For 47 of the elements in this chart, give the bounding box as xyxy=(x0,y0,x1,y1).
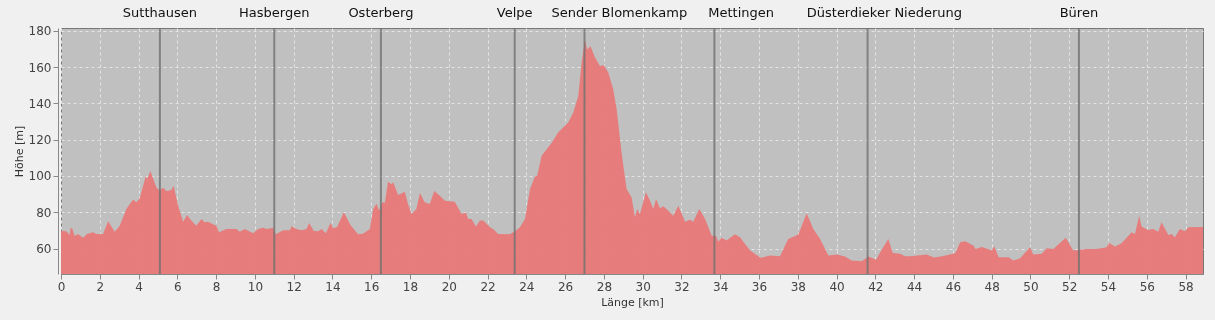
x-tick-label: 0 xyxy=(57,279,66,294)
x-tick-label: 32 xyxy=(674,279,690,294)
ref-line-label: Büren xyxy=(1059,5,1099,20)
x-tick-label: 10 xyxy=(247,279,264,294)
ref-line-label: Düsterdieker Niederung xyxy=(806,5,963,20)
x-tick-label: 36 xyxy=(751,279,768,294)
ref-line-label: Hasbergen xyxy=(239,5,310,20)
x-tick-label: 56 xyxy=(1139,279,1155,294)
x-tick-label: 34 xyxy=(713,279,729,294)
ref-line-label: Velpe xyxy=(496,5,533,20)
x-tick-label: 44 xyxy=(906,279,923,294)
x-tick-label: 20 xyxy=(441,279,457,294)
y-tick-label: 160 xyxy=(28,60,52,75)
x-tick-label: 2 xyxy=(96,279,105,294)
x-tick-label: 16 xyxy=(364,279,380,294)
x-tick-label: 46 xyxy=(945,279,962,294)
x-tick-label: 30 xyxy=(635,279,651,294)
x-tick-label: 38 xyxy=(790,279,806,294)
y-tick-label: 80 xyxy=(36,205,52,220)
y-tick-label: 100 xyxy=(28,169,52,184)
x-tick-label: 54 xyxy=(1100,279,1117,294)
y-tick-label: 140 xyxy=(28,96,52,111)
y-axis-title: Höhe [m] xyxy=(12,125,26,178)
x-tick-label: 58 xyxy=(1178,279,1194,294)
x-tick-label: 28 xyxy=(596,279,613,294)
ref-line-label: Osterberg xyxy=(348,5,414,20)
x-tick-label: 52 xyxy=(1062,279,1078,294)
y-tick-label: 120 xyxy=(28,133,52,148)
x-tick-label: 4 xyxy=(135,279,143,294)
x-tick-label: 48 xyxy=(984,279,1000,294)
x-tick-label: 22 xyxy=(480,279,496,294)
x-tick-label: 6 xyxy=(174,279,182,294)
x-tick-label: 12 xyxy=(286,279,302,294)
x-tick-label: 24 xyxy=(519,279,535,294)
x-tick-label: 26 xyxy=(557,279,574,294)
y-tick-label: 180 xyxy=(28,24,52,39)
x-tick-label: 18 xyxy=(402,279,419,294)
x-tick-label: 42 xyxy=(868,279,884,294)
x-tick-label: 8 xyxy=(212,279,221,294)
ref-line-label: Mettingen xyxy=(708,5,774,20)
x-axis-title: Länge [km] xyxy=(601,295,664,309)
ref-line-label: Sender Blomenkamp xyxy=(551,5,688,20)
x-tick-label: 40 xyxy=(829,279,845,294)
x-tick-label: 50 xyxy=(1023,279,1039,294)
ref-line-label: Sutthausen xyxy=(122,5,197,20)
y-tick-label: 60 xyxy=(36,242,52,257)
x-tick-label: 14 xyxy=(325,279,341,294)
